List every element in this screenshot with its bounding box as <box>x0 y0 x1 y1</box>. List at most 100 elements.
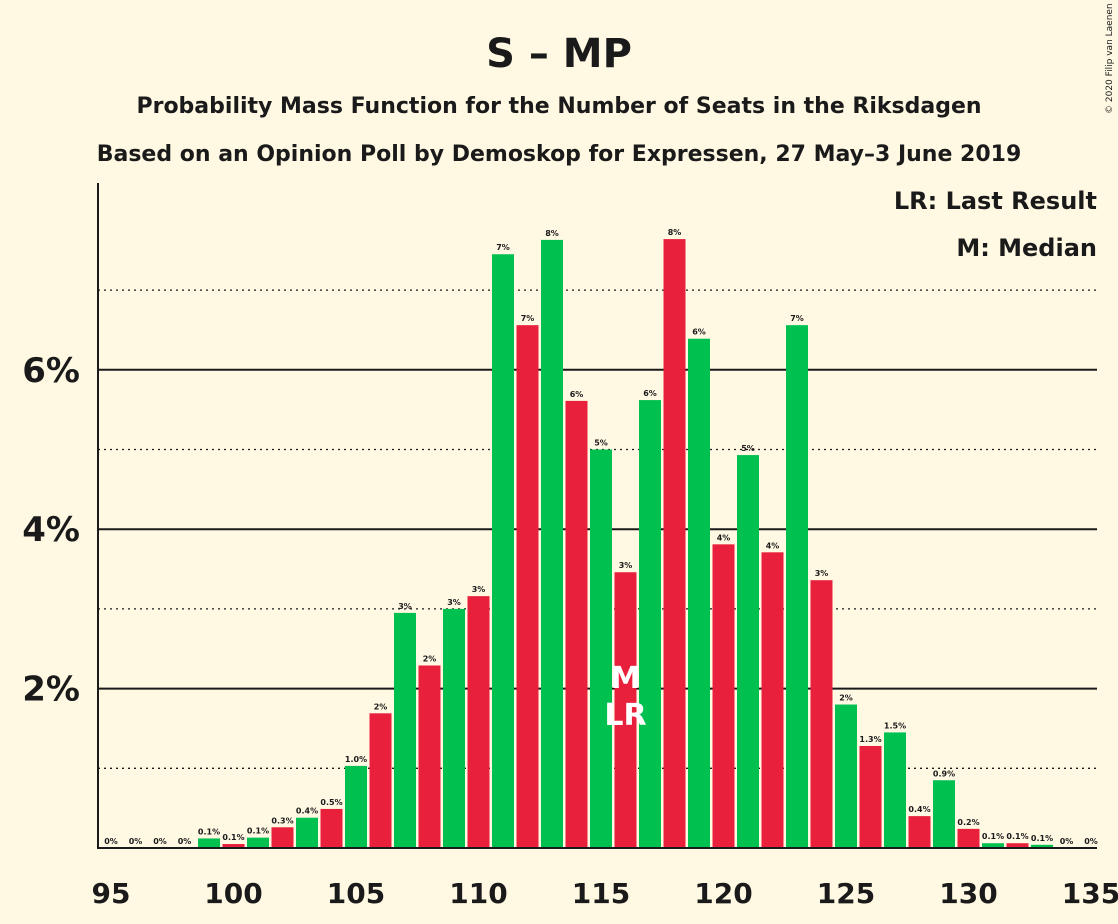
bar-seat-115 <box>590 449 612 848</box>
x-tick-label: 95 <box>92 877 131 910</box>
bar-label-seat-127: 1.5% <box>884 721 906 730</box>
bar-label-seat-102: 0.3% <box>271 816 293 825</box>
bar-label-seat-108: 2% <box>423 654 437 663</box>
bar-seat-127 <box>884 732 906 848</box>
bar-label-seat-105: 1.0% <box>345 755 367 764</box>
bar-label-seat-114: 6% <box>570 390 584 399</box>
bar-label-seat-110: 3% <box>472 585 486 594</box>
bar-label-seat-124: 3% <box>815 569 829 578</box>
bar-label-seat-96: 0% <box>129 837 143 846</box>
last-result-marker: LR <box>604 698 646 733</box>
x-tick-label: 110 <box>449 877 507 910</box>
bar-seat-124 <box>810 580 833 848</box>
bar-label-seat-104: 0.5% <box>320 798 342 807</box>
bar-seat-122 <box>761 552 784 848</box>
x-tick-label: 120 <box>694 877 752 910</box>
bar-seat-121 <box>737 455 759 848</box>
x-tick-label: 100 <box>204 877 262 910</box>
bar-label-seat-125: 2% <box>839 694 853 703</box>
bar-label-seat-119: 6% <box>692 328 706 337</box>
chart-subtitle: Probability Mass Function for the Number… <box>136 94 981 119</box>
bar-label-seat-128: 0.4% <box>908 805 930 814</box>
bar-label-seat-121: 5% <box>741 444 755 453</box>
bar-label-seat-103: 0.4% <box>296 807 318 816</box>
bar-seat-100 <box>222 844 245 848</box>
bar-seat-117 <box>639 400 661 848</box>
chart-title: S – MP <box>486 31 632 77</box>
x-tick-label: 130 <box>939 877 997 910</box>
bar-seat-130 <box>957 828 980 848</box>
bar-label-seat-107: 3% <box>398 602 412 611</box>
bar-seat-131 <box>982 843 1004 848</box>
bar-seat-110 <box>467 596 490 848</box>
median-marker: M <box>611 661 641 696</box>
bar-label-seat-111: 7% <box>496 243 510 252</box>
bar-label-seat-118: 8% <box>668 228 682 237</box>
bar-label-seat-95: 0% <box>104 837 118 846</box>
bar-value-labels: 0% 0% 0% 0%0.1%0.1%0.1%0.3%0.4%0.5%1.0%2%3%… <box>104 228 1098 846</box>
bar-seat-129 <box>933 780 955 848</box>
chart-subtitle-source: Based on an Opinion Poll by Demoskop for… <box>97 142 1022 167</box>
bar-seat-114 <box>565 400 588 848</box>
bar-seat-112 <box>516 325 539 849</box>
bar-label-seat-113: 8% <box>545 229 559 238</box>
bar-label-seat-115: 5% <box>594 439 608 448</box>
bar-label-seat-132: 0.1% <box>1006 832 1028 841</box>
bar-label-seat-120: 4% <box>717 533 731 542</box>
bar-seat-123 <box>786 325 808 849</box>
bar-label-seat-117: 6% <box>643 389 657 398</box>
bar-label-seat-100: 0.1% <box>222 833 244 842</box>
bar-seat-104 <box>320 808 343 848</box>
bar-seat-116 <box>614 572 637 848</box>
bar-label-seat-129: 0.9% <box>933 769 955 778</box>
bar-seat-119 <box>688 338 710 848</box>
bar-label-seat-99: 0.1% <box>198 827 220 836</box>
x-tick-label: 115 <box>572 877 630 910</box>
axes <box>97 183 1097 849</box>
x-tick-label: 105 <box>327 877 385 910</box>
bar-label-seat-135: 0% <box>1084 837 1098 846</box>
bar-seat-132 <box>1006 843 1029 848</box>
bar-seat-126 <box>859 745 882 848</box>
bar-label-seat-97: 0% <box>153 837 167 846</box>
bar-seat-118 <box>663 239 686 849</box>
median-last-result-markers: MLR <box>604 661 646 733</box>
bar-seat-128 <box>908 816 931 848</box>
bar-label-seat-122: 4% <box>766 541 780 550</box>
bar-seat-111 <box>492 254 514 849</box>
bar-seat-125 <box>835 704 857 848</box>
bar-seat-101 <box>247 837 269 848</box>
bar-seat-113 <box>541 239 563 848</box>
y-tick-labels: 2% 4% 6% <box>22 351 80 710</box>
bar-seat-133 <box>1031 844 1053 848</box>
x-tick-labels: 95 100 105 110 115 120 125 130 135 <box>92 877 1118 910</box>
x-tick-label: 135 <box>1062 877 1118 910</box>
legend-last-result: LR: Last Result <box>894 187 1097 215</box>
x-tick-label: 125 <box>817 877 875 910</box>
legend-median: M: Median <box>956 234 1097 262</box>
bar-label-seat-131: 0.1% <box>982 832 1004 841</box>
bar-label-seat-112: 7% <box>521 314 535 323</box>
bar-seat-105 <box>345 765 367 848</box>
bar-label-seat-116: 3% <box>619 561 633 570</box>
bar-label-seat-101: 0.1% <box>247 827 269 836</box>
bar-seat-108 <box>418 665 441 848</box>
bar-seat-103 <box>296 817 318 848</box>
bar-seat-107 <box>394 612 416 848</box>
y-tick-label: 2% <box>22 670 80 710</box>
bar-label-seat-134: 0% <box>1060 837 1074 846</box>
y-tick-label: 6% <box>22 351 80 391</box>
bar-seat-102 <box>271 827 294 848</box>
bar-label-seat-130: 0.2% <box>957 818 979 827</box>
bar-seat-109 <box>443 608 465 848</box>
bar-label-seat-133: 0.1% <box>1031 834 1053 843</box>
bar-label-seat-123: 7% <box>790 314 804 323</box>
bar-seat-120 <box>712 544 735 848</box>
copyright-notice: © 2020 Filip van Laenen <box>1105 3 1115 114</box>
y-tick-label: 4% <box>22 510 80 550</box>
bar-seat-106 <box>369 713 392 848</box>
bars <box>198 239 1053 849</box>
bar-label-seat-106: 2% <box>374 702 388 711</box>
bar-seat-99 <box>198 838 220 848</box>
